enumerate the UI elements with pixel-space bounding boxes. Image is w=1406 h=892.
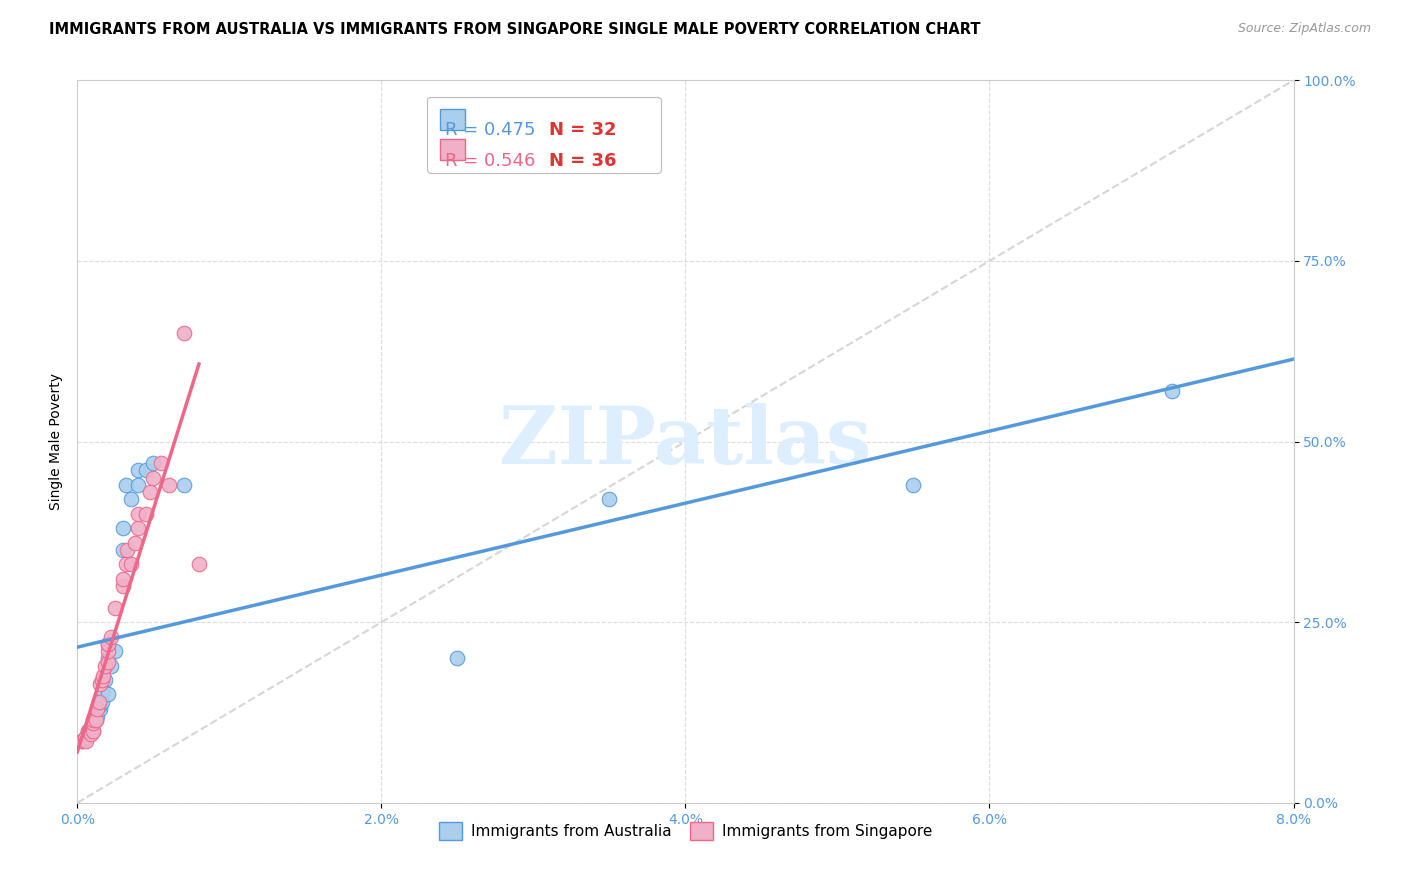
Point (100, 658, 122, 673)
Point (93, 658, 115, 673)
Text: R = 0.475: R = 0.475 (444, 121, 536, 139)
Point (82, 713, 104, 727)
Point (91, 683, 114, 698)
Point (139, 485, 162, 500)
Point (135, 507, 157, 521)
Point (100, 630, 122, 644)
Point (142, 456, 165, 470)
Text: N = 36: N = 36 (550, 152, 617, 169)
Y-axis label: Single Male Poverty: Single Male Poverty (49, 373, 63, 510)
Point (142, 470, 165, 484)
Point (111, 542, 134, 557)
Point (80, 727, 103, 741)
Point (115, 478, 138, 492)
Point (89, 676, 111, 690)
Point (127, 463, 149, 477)
Point (82, 716, 104, 731)
Point (1160, 384, 1182, 398)
Point (89, 698, 111, 713)
Point (117, 542, 139, 557)
Legend: Immigrants from Australia, Immigrants from Singapore: Immigrants from Australia, Immigrants fr… (429, 813, 942, 849)
Point (91, 669, 114, 683)
Point (73, 731, 96, 745)
Point (115, 558, 138, 572)
Point (120, 492, 142, 507)
Point (124, 535, 146, 549)
Point (97, 637, 120, 651)
Point (89, 695, 111, 709)
Point (79, 723, 101, 738)
Point (82, 723, 104, 738)
Point (97, 655, 120, 669)
Point (87, 695, 110, 709)
Point (82, 716, 104, 731)
Point (86, 702, 108, 716)
Point (73, 731, 96, 745)
Point (157, 478, 180, 492)
Point (135, 463, 157, 477)
Point (93, 673, 115, 687)
Point (188, 558, 211, 572)
Point (75, 734, 97, 748)
Point (86, 709, 108, 723)
Point (127, 521, 149, 535)
Text: ZIPatlas: ZIPatlas (499, 402, 872, 481)
Point (97, 687, 120, 701)
Point (79, 727, 101, 741)
Point (173, 478, 195, 492)
Point (97, 637, 120, 651)
Point (70, 734, 93, 748)
Text: N = 32: N = 32 (550, 121, 617, 139)
Point (97, 651, 120, 665)
Point (90, 673, 112, 687)
Point (89, 702, 111, 716)
Point (70, 734, 93, 748)
Point (84, 713, 107, 727)
Text: R = 0.546: R = 0.546 (444, 152, 536, 169)
Point (84, 713, 107, 727)
Point (173, 326, 195, 340)
Point (149, 456, 172, 470)
Point (104, 644, 127, 658)
Text: Source: ZipAtlas.com: Source: ZipAtlas.com (1237, 22, 1371, 36)
Point (97, 644, 120, 658)
Point (903, 478, 925, 492)
Point (446, 651, 468, 665)
Text: IMMIGRANTS FROM AUSTRALIA VS IMMIGRANTS FROM SINGAPORE SINGLE MALE POVERTY CORRE: IMMIGRANTS FROM AUSTRALIA VS IMMIGRANTS … (49, 22, 981, 37)
Point (111, 572, 134, 586)
Point (127, 507, 149, 521)
Point (82, 723, 104, 738)
Point (111, 521, 134, 535)
Point (111, 579, 134, 593)
Point (120, 558, 142, 572)
Point (90, 695, 112, 709)
Point (598, 492, 620, 507)
Point (77, 723, 100, 738)
Point (104, 600, 127, 615)
Point (127, 478, 149, 492)
Point (77, 723, 100, 738)
